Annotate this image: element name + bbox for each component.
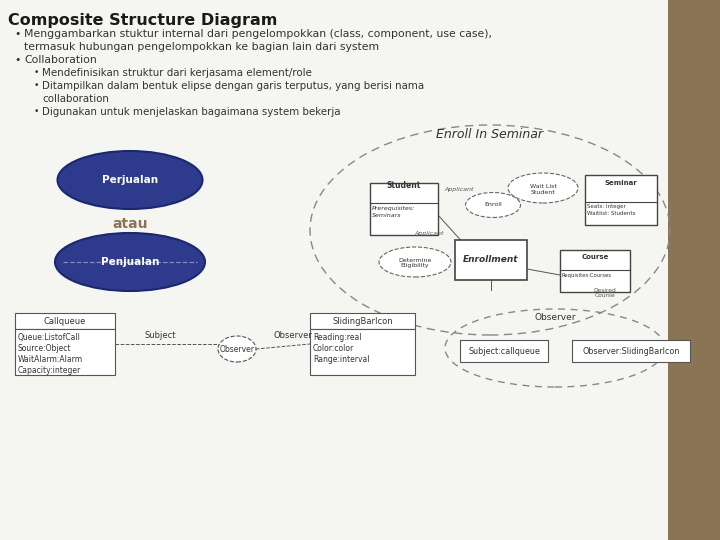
Text: Course: Course [581, 254, 608, 260]
Text: Seminar: Seminar [605, 180, 637, 186]
Bar [455, 240, 527, 280]
Text: termasuk hubungan pengelompokkan ke bagian lain dari system: termasuk hubungan pengelompokkan ke bagi… [24, 42, 379, 52]
Text: •: • [34, 68, 40, 77]
Text: Composite Structure Diagram: Composite Structure Diagram [8, 13, 277, 28]
Text: Desired: Desired [593, 288, 616, 293]
Text: Menggambarkan stuktur internal dari pengelompokkan (class, component, use case),: Menggambarkan stuktur internal dari peng… [24, 29, 492, 39]
Text: Capacity:integer: Capacity:integer [18, 366, 81, 375]
Text: Eligibility: Eligibility [401, 264, 429, 268]
Ellipse shape [466, 192, 521, 218]
Ellipse shape [58, 151, 202, 209]
Bar [15, 313, 115, 329]
Text: Callqueue: Callqueue [44, 316, 86, 326]
Text: Digunakan untuk menjelaskan bagaimana system bekerja: Digunakan untuk menjelaskan bagaimana sy… [42, 107, 341, 117]
Text: Source:Object: Source:Object [18, 344, 71, 353]
Bar [585, 175, 657, 225]
Text: Enroll: Enroll [484, 202, 502, 207]
Text: •: • [14, 29, 20, 39]
Ellipse shape [379, 247, 451, 277]
Text: Waitlist: Students: Waitlist: Students [587, 211, 635, 216]
Text: Subject: Subject [144, 331, 176, 340]
Text: Ditampilkan dalam bentuk elipse dengan garis terputus, yang berisi nama: Ditampilkan dalam bentuk elipse dengan g… [42, 81, 424, 91]
Ellipse shape [508, 173, 578, 203]
Text: Applicant: Applicant [414, 231, 444, 235]
Text: Penjualan: Penjualan [101, 257, 159, 267]
Text: Enroll In Seminar: Enroll In Seminar [436, 129, 544, 141]
Bar [310, 329, 415, 375]
Text: Observer: Observer [274, 331, 312, 340]
Bar [310, 313, 415, 329]
Bar [15, 329, 115, 375]
Text: Course: Course [595, 293, 616, 298]
Text: Range:interval: Range:interval [313, 355, 369, 364]
Text: WaitAlarm:Alarm: WaitAlarm:Alarm [18, 355, 83, 364]
Text: Perjualan: Perjualan [102, 175, 158, 185]
Text: Prerequisites:: Prerequisites: [372, 206, 415, 211]
Text: Seats: Integer: Seats: Integer [587, 204, 626, 209]
Bar [370, 183, 438, 235]
Text: Observer:SlidingBarIcon: Observer:SlidingBarIcon [582, 347, 680, 355]
Text: Queue:ListofCall: Queue:ListofCall [18, 333, 81, 342]
Text: Subject:callqueue: Subject:callqueue [468, 347, 540, 355]
Bar [560, 250, 630, 292]
Text: •: • [34, 81, 40, 90]
Text: Applicant: Applicant [444, 187, 474, 192]
Text: Enrollment: Enrollment [463, 255, 518, 265]
Text: atau: atau [112, 217, 148, 231]
Text: collaboration: collaboration [42, 94, 109, 104]
Ellipse shape [55, 233, 205, 291]
Text: Collaboration: Collaboration [24, 55, 96, 65]
Bar [460, 340, 548, 362]
Text: Reading:real: Reading:real [313, 333, 361, 342]
Text: Color:color: Color:color [313, 344, 354, 353]
Ellipse shape [218, 336, 256, 362]
Bar [572, 340, 690, 362]
Text: Determine: Determine [398, 258, 432, 262]
Text: Student: Student [387, 181, 421, 191]
Text: •: • [14, 55, 20, 65]
Text: SlidingBarIcon: SlidingBarIcon [332, 316, 393, 326]
Text: Student: Student [531, 190, 555, 194]
Text: Requisites:Courses: Requisites:Courses [562, 273, 612, 278]
Text: Seminars: Seminars [372, 213, 402, 218]
Text: •: • [34, 107, 40, 116]
Text: Observer: Observer [220, 345, 254, 354]
Text: Observer: Observer [534, 314, 576, 322]
Text: Mendefinisikan struktur dari kerjasama element/role: Mendefinisikan struktur dari kerjasama e… [42, 68, 312, 78]
Text: Wait List: Wait List [530, 184, 557, 188]
Bar [668, 0, 720, 540]
